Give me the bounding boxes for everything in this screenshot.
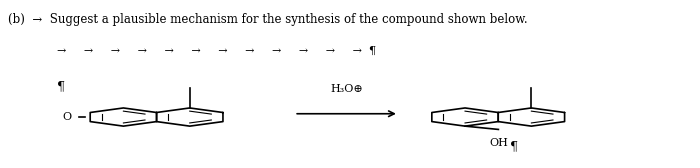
- Text: OH: OH: [489, 138, 508, 148]
- Text: O: O: [62, 112, 71, 122]
- Text: ¶: ¶: [57, 81, 65, 94]
- Text: →     →     →     →     →     →     →     →     →     →     →     →  ¶: → → → → → → → → → → → → ¶: [57, 46, 377, 56]
- Text: ¶: ¶: [510, 140, 519, 153]
- Text: H₃O⊕: H₃O⊕: [330, 84, 363, 94]
- Text: (b)  →  Suggest a plausible mechanism for the synthesis of the compound shown be: (b) → Suggest a plausible mechanism for …: [8, 13, 528, 26]
